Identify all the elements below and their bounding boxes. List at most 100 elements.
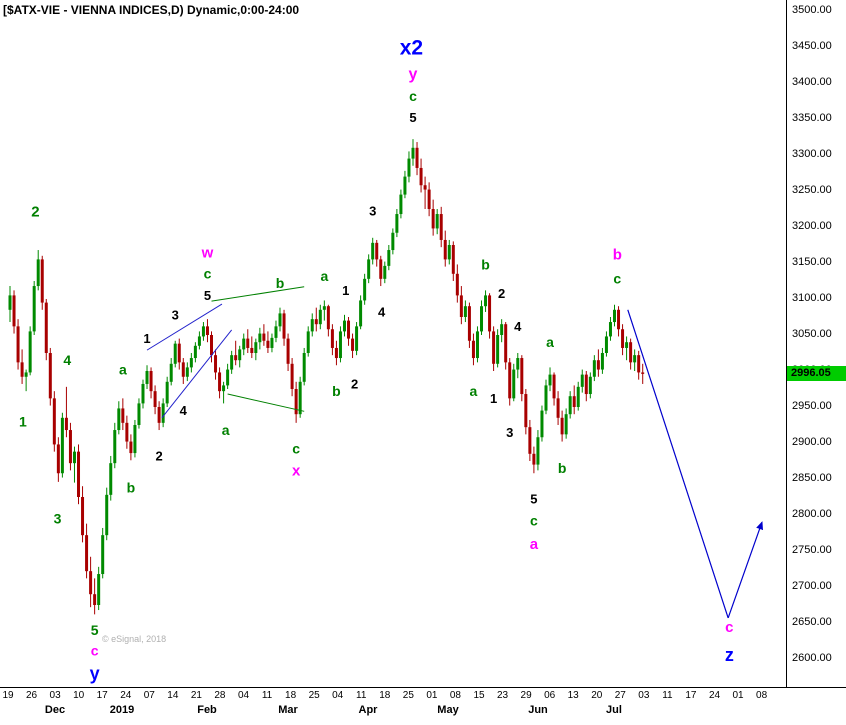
wave-label: 2 [498,286,505,301]
candlestick-body [504,324,508,363]
time-axis[interactable]: 19 26 03 10 17 24 07 14 21 28 04 11 18 25 04 11 18 25 01 08… [0,687,846,725]
time-axis-month: 2019 [109,704,135,716]
price-axis-tick: 2750.00 [792,544,832,556]
trendline[interactable] [146,303,223,351]
wave-label: a [470,383,478,399]
candlestick-body [121,408,125,423]
candlestick-body [230,355,234,370]
candlestick-body [592,360,596,377]
candlestick-body [165,381,169,404]
candlestick-body [347,320,351,339]
candlestick-body [214,355,218,373]
candlestick-body [359,300,363,327]
candlestick-body [113,430,117,464]
candlestick-body [520,358,524,395]
candlestick-body [197,336,201,346]
time-axis-tick: 17 [685,690,697,701]
candlestick-body [580,374,584,387]
time-axis-tick: 27 [614,690,626,701]
candlestick-body [500,324,504,335]
time-axis-tick: 06 [544,690,556,701]
wave-label: b [332,383,341,399]
candlestick-body [536,437,540,465]
candlestick-body [584,374,588,395]
trendline[interactable] [227,393,305,412]
price-axis-tick: 2800.00 [792,508,832,520]
time-axis-tick: 17 [96,690,108,701]
price-axis-tick: 3300.00 [792,148,832,160]
candlestick-body [201,326,205,337]
wave-label: b [558,460,567,476]
candlestick-body [40,259,44,303]
price-axis-tick: 2650.00 [792,616,832,628]
price-axis[interactable]: 3500.00 3450.00 3400.00 3350.00 3300.00 3250.… [786,0,846,687]
candlestick-body [177,343,181,363]
candlestick-body [363,278,367,301]
candlestick-body [455,273,459,296]
wave-label: a [119,361,127,377]
candlestick-body [355,326,359,351]
candlestick-body [613,309,616,323]
trendline[interactable] [161,329,233,419]
candlestick-body [226,369,230,386]
candlestick-body [459,295,463,317]
candlestick-body [8,295,12,310]
time-axis-tick: 18 [285,690,297,701]
candlestick-body [633,355,637,363]
time-axis-tick: 26 [25,690,38,701]
time-axis-tick: 07 [143,690,155,701]
candlestick-body [383,265,387,279]
wave-label: 4 [378,305,386,320]
time-axis-tick: 08 [756,690,768,701]
candlestick-body [637,355,641,373]
time-axis-tick: 21 [190,690,202,701]
candlestick-body [210,335,213,356]
candlestick-body [548,374,552,386]
trendline[interactable] [211,286,305,302]
candlestick-body [475,331,479,359]
candlestick-body [290,363,294,389]
price-axis-tick: 2600.00 [792,652,832,664]
candlestick-body [173,343,177,364]
wave-label: x [292,463,301,480]
chart-area[interactable]: 12345cyab12345cwabcxab12345cyx2ab12345ca… [0,0,786,687]
candlestick-body [471,340,475,359]
candlestick-body [492,331,496,364]
projection-arrow-down-leg[interactable] [627,309,729,619]
candlestick-body [338,331,342,359]
time-axis-tick: 20 [591,690,603,701]
candlestick-body [407,158,411,177]
candlestick-body [89,571,93,595]
candlestick-body [28,331,32,373]
candlestick-body [484,295,488,307]
time-axis-tick: 24 [708,690,721,701]
wave-label: a [546,334,554,350]
candlestick-body [238,349,242,361]
candlestick-body [375,242,379,260]
candlestick-body [254,342,258,353]
candlestick-body [419,167,423,186]
candlestick-body [137,403,141,425]
candlestick-body [189,358,193,368]
candlestick-body [387,250,391,266]
candlestick-body [371,242,375,260]
wave-label: 1 [19,413,27,429]
time-axis-tick: 04 [332,690,344,701]
time-axis-tick: 19 [2,690,14,701]
candlestick-body [298,381,302,415]
time-axis-tick: 03 [638,690,650,701]
projection-arrow-up-leg[interactable] [727,521,763,619]
time-axis-tick: 14 [167,690,179,701]
candlestick-body [181,362,185,377]
candlestick-body [512,369,516,399]
candlestick-body [77,451,81,497]
wave-label: b [127,480,136,496]
price-axis-tick: 2950.00 [792,400,832,412]
wave-label: c [292,441,300,457]
time-axis-tick: 10 [73,690,85,701]
candlestick-body [629,342,633,363]
candlestick-body [44,302,48,353]
candlestick-body [20,362,24,377]
time-axis-tick: 15 [473,690,485,701]
candlestick-body [250,347,254,353]
